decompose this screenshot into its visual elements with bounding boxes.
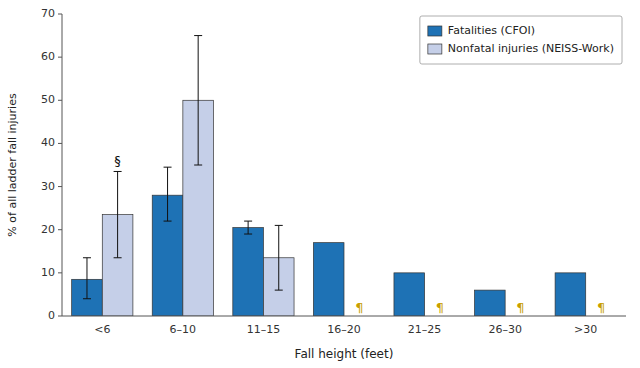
bar [475, 290, 506, 316]
y-tick-label: 30 [41, 180, 55, 193]
legend-box [420, 16, 622, 64]
y-tick [58, 143, 62, 144]
x-tick-label: 16–20 [327, 323, 361, 336]
bar [555, 273, 586, 316]
bar [313, 243, 344, 316]
y-tick [58, 186, 62, 187]
annotation: ¶ [436, 300, 444, 315]
legend: Fatalities (CFOI) Nonfatal injuries (NEIS… [420, 16, 622, 64]
y-axis [62, 14, 63, 316]
legend-swatch [428, 44, 442, 54]
x-axis [62, 316, 626, 317]
annotation: ¶ [597, 300, 605, 315]
error-bar [244, 221, 252, 234]
y-tick-label: 70 [41, 7, 55, 20]
y-tick [58, 57, 62, 58]
y-tick-label: 40 [41, 136, 55, 149]
x-tick-label: 11–15 [247, 323, 281, 336]
error-bar [83, 258, 91, 299]
y-tick [58, 14, 62, 15]
legend-label: Fatalities (CFOI) [448, 24, 535, 37]
x-tick-label: 21–25 [408, 323, 442, 336]
y-tick-label: 60 [41, 50, 55, 63]
error-bar [275, 225, 283, 290]
y-tick [58, 272, 62, 273]
x-tick-label: 6–10 [170, 323, 197, 336]
annotation: ¶ [516, 300, 524, 315]
annotation: ¶ [355, 300, 363, 315]
x-tick-label: 26–30 [488, 323, 522, 336]
legend-label: Nonfatal injuries (NEISS-Work) [448, 42, 614, 55]
error-bar [164, 167, 172, 221]
y-tick [58, 100, 62, 101]
error-bar [114, 171, 122, 257]
annotation: § [114, 153, 121, 168]
x-tick-label: >30 [574, 323, 597, 336]
y-tick-label: 10 [41, 266, 55, 279]
y-tick [58, 229, 62, 230]
marks [72, 36, 586, 316]
y-axis-label: % of all ladder fall injuries [6, 93, 19, 237]
y-tick-label: 0 [48, 309, 55, 322]
bar [394, 273, 425, 316]
error-bar [194, 36, 202, 165]
y-tick-label: 20 [41, 223, 55, 236]
chart: 0 10 20 30 40 50 60 70 <6 6–10 11–15 16–20 21–25 26–3… [0, 0, 640, 368]
y-tick-label: 50 [41, 93, 55, 106]
bar [233, 228, 264, 316]
legend-swatch [428, 26, 442, 36]
x-axis-label: Fall height (feet) [295, 347, 394, 361]
x-tick-label: <6 [94, 323, 110, 336]
y-tick [58, 316, 62, 317]
